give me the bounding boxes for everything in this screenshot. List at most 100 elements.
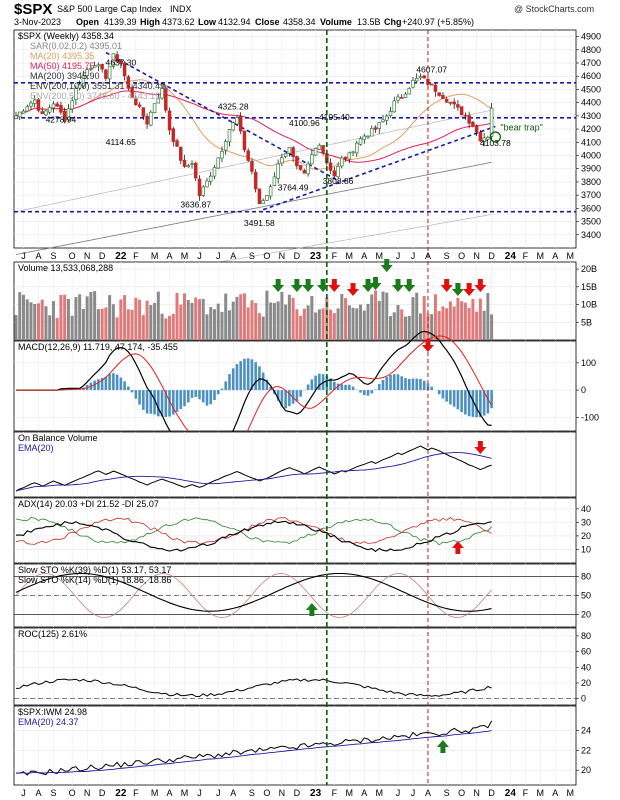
candle-body — [212, 167, 217, 177]
candle-body — [261, 200, 265, 205]
volume-bar — [265, 290, 269, 340]
candle-body — [130, 87, 134, 98]
candle-body — [145, 115, 149, 125]
down-arrow-icon — [474, 279, 487, 292]
volume-bar — [317, 309, 321, 340]
volume-bar — [134, 297, 138, 340]
candle-body — [81, 75, 86, 87]
candle-body — [283, 153, 288, 157]
price-annotation: 3491.58 — [244, 218, 275, 228]
candle-body — [179, 146, 183, 161]
candle-body — [92, 65, 97, 68]
volume-bar — [51, 301, 55, 340]
tick-label-price: 3500 — [581, 217, 601, 227]
month-label: A — [230, 788, 236, 798]
macd-histogram-bar — [127, 386, 130, 391]
tick-label-price: 3900 — [581, 164, 601, 174]
volume-bar — [44, 306, 48, 340]
candle-body — [448, 101, 453, 104]
ma50-line — [15, 90, 492, 163]
volume-bar — [216, 303, 220, 340]
candle-body — [355, 142, 359, 154]
macd-histogram-bar — [306, 384, 310, 391]
macd-histogram-bar — [145, 390, 149, 414]
volume-bar — [280, 291, 284, 340]
volume-bar — [63, 294, 67, 340]
month-label: A — [167, 251, 173, 261]
volume-bar — [171, 313, 175, 340]
month-label: 24 — [505, 251, 517, 262]
candle-body — [295, 156, 299, 167]
month-label: N — [279, 788, 286, 798]
macd-histogram-bar — [486, 390, 490, 414]
macd-histogram-bar — [377, 384, 381, 391]
price-annotation: 4114.65 — [106, 137, 136, 147]
volume-bar — [141, 315, 145, 340]
plus-di-line — [15, 517, 492, 546]
volume-bar — [415, 292, 419, 340]
month-label: J — [197, 251, 202, 261]
volume-bar — [145, 300, 149, 340]
volume-bar — [220, 311, 224, 340]
down-arrow-icon — [380, 259, 393, 272]
candle-body — [107, 66, 112, 80]
volume-bar — [471, 298, 475, 340]
tick-label-price: 4300 — [581, 111, 601, 121]
macd-histogram-bar — [168, 390, 171, 417]
slow-sto-14-line — [15, 573, 492, 618]
volume-bar — [190, 302, 194, 340]
tick-label-sto: 50 — [581, 591, 591, 601]
volume-bar — [205, 314, 209, 340]
macd-histogram-bar — [269, 386, 272, 391]
month-label: O — [69, 788, 76, 798]
volume-bar — [359, 304, 363, 340]
month-label: D — [99, 251, 106, 261]
volume-bar — [284, 304, 288, 340]
down-arrow-icon — [474, 441, 487, 454]
month-label: M — [151, 788, 159, 798]
header-close-label: Close — [255, 17, 280, 27]
volume-bar — [490, 314, 494, 340]
candle-body — [489, 107, 494, 137]
macd-histogram-bar — [310, 379, 314, 391]
candle-body — [414, 78, 419, 82]
month-label: 24 — [505, 788, 517, 799]
month-label: N — [473, 251, 480, 261]
down-arrow-icon — [328, 279, 341, 292]
macd-histogram-bar — [179, 390, 183, 410]
macd-histogram-bar — [396, 374, 400, 391]
month-label: M — [346, 788, 354, 798]
header-high-value: 4373.62 — [162, 17, 195, 27]
candle-body — [126, 76, 131, 89]
volume-bar — [14, 315, 18, 340]
header-name: S&P 500 Large Cap Index — [57, 4, 162, 14]
month-label: A — [361, 788, 367, 798]
panel-sto: 20 50 80 Slow STO %K(39) %D(1) 53.17, 53.17… — [13, 563, 591, 628]
macd-histogram-bar — [97, 379, 100, 391]
down-arrow-icon — [347, 283, 360, 296]
candle-body — [111, 53, 116, 67]
candle-body — [280, 157, 284, 164]
indicator-panels: 3400350036003700380039004000410042004300… — [13, 29, 601, 799]
volume-bar — [314, 312, 318, 340]
month-label: M — [376, 251, 384, 261]
macd-histogram-bar — [157, 390, 160, 417]
minus-di-line — [15, 516, 492, 545]
volume-bar — [433, 294, 437, 340]
volume-bar — [231, 301, 235, 340]
month-label: 22 — [115, 251, 127, 262]
price-legend-entry: SAR(0.02,0.2) 4395.01 — [30, 41, 122, 51]
tick-label-roc: 40 — [581, 662, 591, 672]
candle-body — [201, 186, 205, 196]
month-label: J — [21, 788, 26, 798]
month-label: M — [151, 251, 159, 261]
macd-histogram-bar — [366, 390, 370, 396]
macd-histogram-bar — [130, 390, 134, 393]
volume-bar — [381, 291, 385, 340]
macd-histogram-bar — [198, 390, 201, 400]
volume-bar — [269, 302, 273, 340]
volume-bar — [33, 304, 37, 340]
month-label: A — [167, 788, 173, 798]
volume-bar — [388, 316, 392, 340]
